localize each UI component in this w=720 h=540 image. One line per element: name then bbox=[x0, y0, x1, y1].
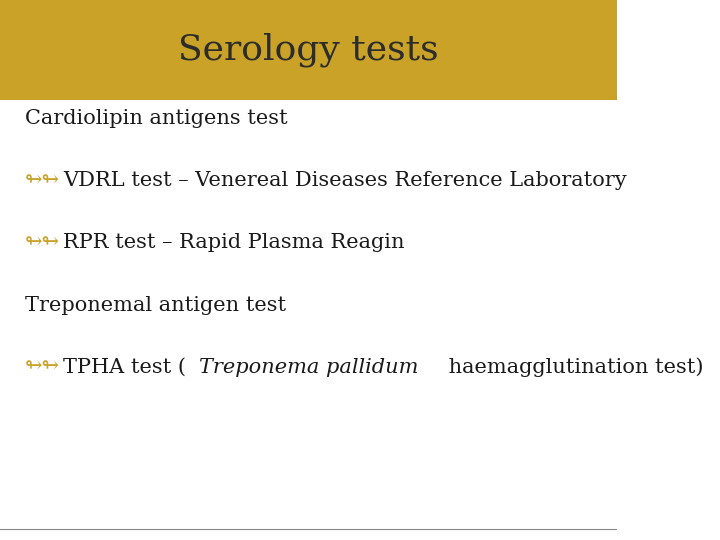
Text: Treponema pallidum: Treponema pallidum bbox=[199, 357, 419, 377]
FancyBboxPatch shape bbox=[0, 0, 617, 100]
Text: VDRL test – Venereal Diseases Reference Laboratory: VDRL test – Venereal Diseases Reference … bbox=[63, 171, 627, 191]
Text: ↬↬: ↬↬ bbox=[24, 233, 60, 253]
Text: TPHA test (: TPHA test ( bbox=[63, 357, 186, 377]
Text: Serology tests: Serology tests bbox=[178, 33, 438, 67]
Text: haemagglutination test): haemagglutination test) bbox=[442, 357, 703, 377]
Text: ↬↬: ↬↬ bbox=[24, 171, 60, 191]
Text: ↬↬: ↬↬ bbox=[24, 357, 60, 377]
Text: RPR test – Rapid Plasma Reagin: RPR test – Rapid Plasma Reagin bbox=[63, 233, 405, 253]
Text: Cardiolipin antigens test: Cardiolipin antigens test bbox=[24, 109, 287, 129]
Text: Treponemal antigen test: Treponemal antigen test bbox=[24, 295, 286, 315]
